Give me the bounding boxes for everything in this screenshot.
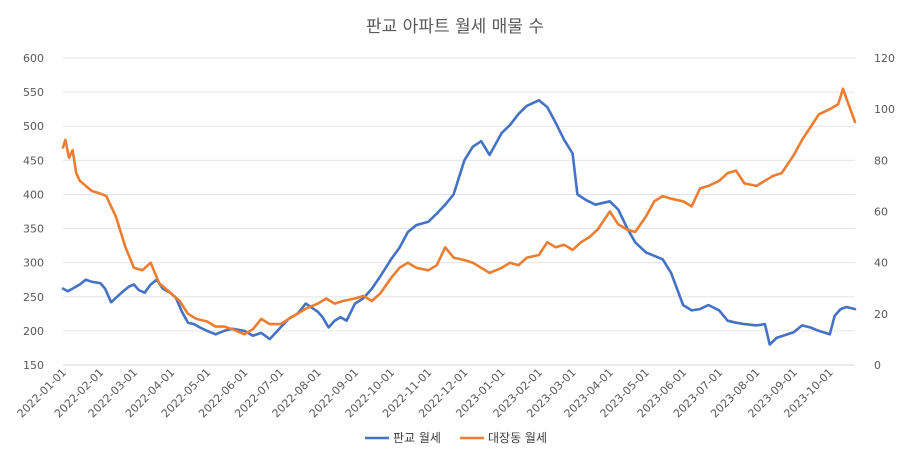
series-line-2	[61, 87, 857, 336]
right-axis-tick: 0	[874, 359, 881, 372]
left-axis-tick: 350	[23, 223, 44, 236]
legend: 판교 월세 대장동 월세	[365, 431, 547, 445]
left-axis-tick: 250	[23, 291, 44, 304]
right-axis-tick: 100	[874, 103, 895, 116]
right-axis-tick: 20	[874, 308, 888, 321]
legend-label: 판교 월세	[393, 431, 441, 445]
series-line-1	[61, 99, 857, 346]
right-axis-tick-labels: 0 20 40 60 80 100 120	[874, 52, 895, 372]
legend-label: 대장동 월세	[488, 431, 547, 445]
chart-title: 판교 아파트 월세 매물 수	[366, 17, 544, 37]
left-axis-tick: 550	[23, 86, 44, 99]
left-axis-tick: 150	[23, 359, 44, 372]
right-axis-tick: 120	[874, 52, 895, 65]
left-axis-tick: 200	[23, 325, 44, 338]
right-axis-tick: 60	[874, 206, 888, 219]
left-axis-tick: 600	[23, 52, 44, 65]
right-axis-tick: 40	[874, 257, 888, 270]
x-axis-tick-labels: 2022-01-012022-02-012022-03-012022-04-01…	[15, 366, 836, 420]
series-lines	[61, 87, 857, 346]
gridlines	[63, 57, 855, 332]
left-axis-tick-labels: 150 200 250 300 350 400 450 500 550 600	[23, 52, 44, 372]
left-axis-tick: 400	[23, 188, 44, 201]
left-axis-tick: 450	[23, 154, 44, 167]
right-axis-tick: 80	[874, 154, 888, 167]
left-axis-tick: 300	[23, 257, 44, 270]
left-axis-tick: 500	[23, 120, 44, 133]
